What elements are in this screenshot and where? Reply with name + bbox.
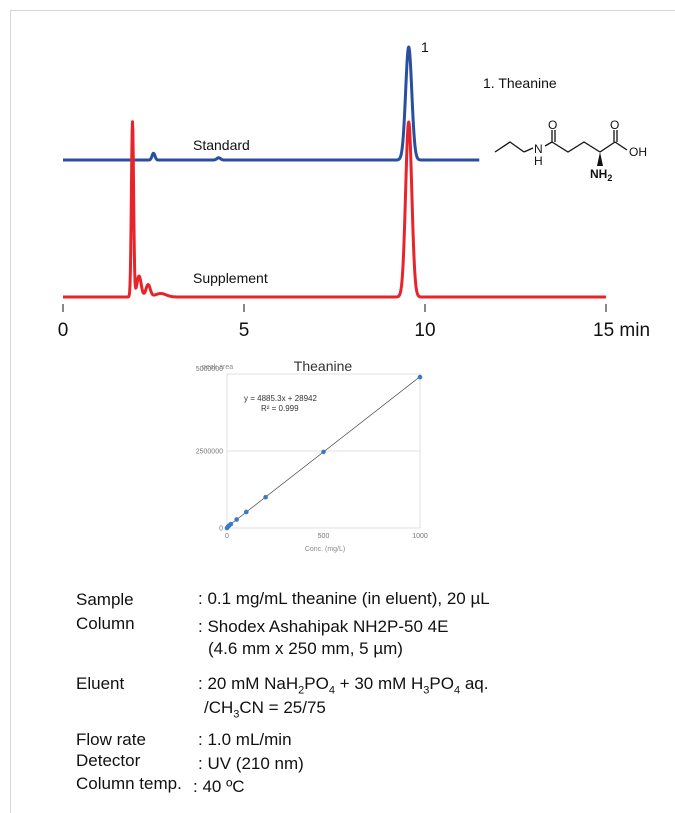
atom-n: N: [534, 142, 543, 156]
standard-label: Standard: [193, 137, 250, 153]
frame-top-line: [10, 10, 675, 11]
n-bond-left: [523, 147, 534, 153]
frame-left-line: [10, 10, 11, 813]
x-tick-label: 10: [414, 320, 435, 341]
sample-label: Sample: [76, 590, 134, 609]
column-value: : Shodex Ashahipak NH2P-50 4E: [198, 617, 449, 636]
x-tick-label: 15 min: [593, 320, 650, 341]
calibration-point: [228, 521, 234, 527]
calibration-chart: Theanine peak area Conc. (mg/L) y = 4885…: [196, 358, 428, 553]
wedge-bond: [597, 152, 603, 166]
column-value-2: (4.6 mm x 250 mm, 5 µm): [208, 639, 403, 658]
supplement-label: Supplement: [193, 270, 268, 286]
calibration-title: Theanine: [294, 358, 353, 374]
eluent-label: Eluent: [76, 674, 125, 693]
atom-oh: OH: [629, 145, 647, 159]
x-tick-label: 5: [239, 320, 250, 341]
calibration-xlabel: Conc. (mg/L): [305, 546, 345, 553]
peak-legend-entry: 1. Theanine: [483, 75, 557, 91]
calibration-y-tick-label: 5000000: [196, 366, 223, 373]
eluent-value-2: /CH3CN = 25/75: [204, 698, 326, 721]
detector-label: Detector: [76, 751, 141, 770]
chromatogram: Standard Supplement 1 1. Theanine 0 5 10 15…: [58, 39, 650, 341]
atom-o-2: O: [610, 118, 619, 132]
theanine-structure: O O OH N H NH2: [494, 118, 647, 183]
peak-1-label: 1: [421, 39, 429, 55]
flow-label: Flow rate: [76, 730, 146, 749]
calibration-x-tick-label: 0: [225, 533, 229, 540]
detector-value: : UV (210 nm): [198, 754, 304, 773]
calibration-point: [234, 517, 239, 522]
chromatogram-trace-standard: [61, 45, 481, 162]
calibration-y-tick-label: 0: [219, 526, 223, 533]
calibration-ylabel: peak area: [202, 364, 233, 371]
atom-o-1: O: [548, 118, 557, 132]
column-label: Column: [76, 614, 135, 633]
calibration-point: [321, 449, 326, 455]
calibration-point: [244, 509, 249, 515]
calibration-equation: y = 4885.3x + 28942: [244, 394, 318, 403]
calibration-point: [417, 374, 423, 380]
acid-bond: [599, 141, 616, 153]
oh-bond: [614, 141, 628, 151]
temp-value: : 40 ºC: [193, 777, 245, 796]
eluent-value: : 20 mM NaH2PO4 + 30 mM H3PO4 aq.: [198, 674, 489, 697]
x-tick-label: 0: [58, 320, 69, 341]
temp-label: Column temp.: [76, 774, 182, 793]
sample-value: : 0.1 mg/mL theanine (in eluent), 20 µL: [198, 589, 490, 608]
flow-value: : 1.0 mL/min: [198, 730, 292, 749]
chromatogram-trace-supplement: [61, 120, 608, 299]
calibration-point: [263, 494, 268, 500]
calibration-y-tick-label: 2500000: [196, 449, 223, 456]
atom-nh2: NH2: [590, 167, 612, 183]
calibration-x-tick-label: 1000: [412, 533, 428, 540]
atom-h: H: [534, 154, 543, 168]
calibration-r-squared: R² = 0.999: [261, 404, 299, 413]
chain-bond: [551, 141, 601, 153]
n-bond-right: [544, 141, 553, 147]
calibration-x-tick-label: 500: [318, 533, 330, 540]
ethyl-bond: [494, 141, 525, 153]
